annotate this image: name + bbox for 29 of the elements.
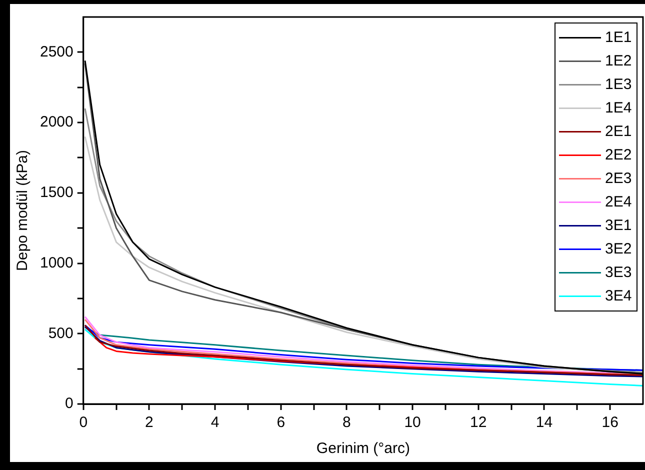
legend-label: 2E2 [605,146,632,164]
y-axis-title: Depo modül (kPa) [14,150,32,271]
legend-label: 2E1 [605,122,632,140]
x-tick-label: 8 [342,414,351,432]
legend-label: 3E4 [605,287,632,304]
legend-label: 3E2 [605,240,632,258]
x-tick-label: 14 [536,414,553,432]
legend-label: 2E3 [605,170,632,187]
x-tick-label: 6 [276,414,286,432]
legend-label: 1E1 [605,28,632,46]
x-tick-label: 10 [404,414,421,432]
legend-label: 3E3 [605,264,632,281]
y-tick-label: 0 [65,395,74,412]
y-tick-label: 2000 [40,114,74,131]
y-tick-label: 500 [48,324,74,342]
y-tick-label: 2500 [40,43,74,60]
legend-label: 1E4 [605,99,632,116]
legend-label: 2E4 [605,193,632,210]
x-tick-label: 12 [470,414,487,432]
legend-label: 3E1 [605,216,632,234]
y-tick-label: 1000 [40,254,74,272]
legend-label: 1E2 [605,52,632,70]
legend-label: 1E3 [605,76,632,93]
y-tick-label: 1500 [40,184,74,202]
x-tick-label: 16 [602,414,618,432]
x-tick-label: 4 [210,414,220,432]
x-tick-label: 0 [79,414,88,432]
x-axis-title: Gerinim (°arc) [316,440,410,458]
x-tick-label: 2 [145,414,154,432]
